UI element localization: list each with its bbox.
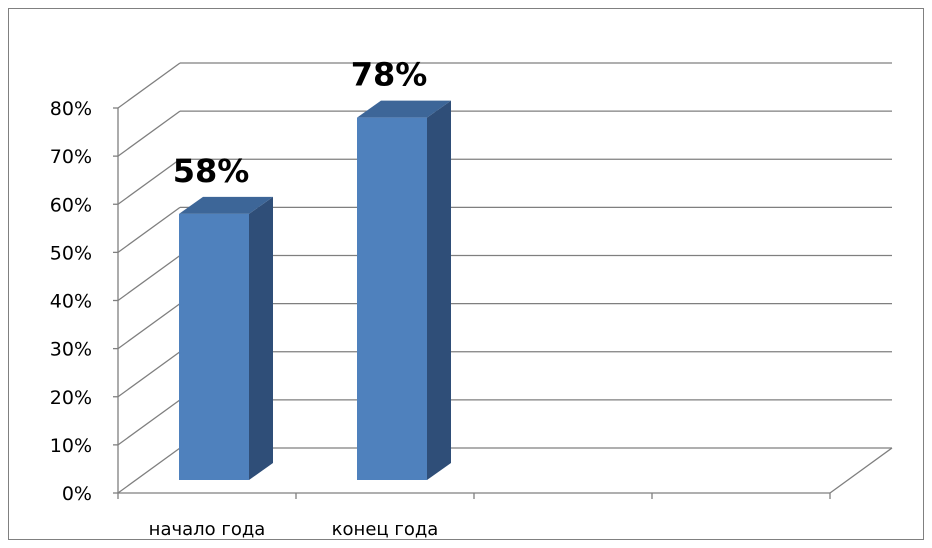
y-tick-label: 10% (50, 435, 92, 457)
data-label: 58% (173, 152, 250, 190)
data-label: 78% (351, 56, 428, 94)
side-wall-gridline (117, 206, 181, 253)
side-wall-gridline (117, 303, 181, 350)
bar-top (179, 196, 273, 214)
bar (357, 100, 451, 480)
y-tick-labels: 0% 10% 20% 30% 40% 50% 60% 70% 80% (50, 98, 92, 505)
y-tick-label: 50% (50, 242, 92, 264)
bar (179, 196, 273, 480)
y-tick-label: 40% (50, 291, 92, 313)
side-wall-gridline (117, 399, 181, 446)
bars (179, 100, 451, 480)
chart-border (8, 8, 924, 540)
axes (113, 107, 831, 499)
side-wall-gridline (117, 62, 181, 109)
y-tick-label: 70% (50, 146, 92, 168)
y-tick-label: 80% (50, 98, 92, 120)
category-label: конец года (332, 519, 439, 540)
bar-front (357, 117, 427, 480)
category-labels: начало года конец года (149, 519, 439, 540)
category-label: начало года (149, 519, 266, 540)
data-labels: 58% 78% (173, 56, 428, 190)
side-wall-gridline (117, 110, 181, 157)
y-tick-label: 20% (50, 387, 92, 409)
bar-side (427, 100, 451, 480)
side-wall-gridline (117, 351, 181, 398)
side-wall-gridline (117, 447, 181, 494)
bar-front (179, 213, 249, 480)
bar-top (357, 100, 451, 118)
y-tick-label: 30% (50, 339, 92, 361)
side-wall-gridline (117, 254, 181, 302)
gridlines (117, 62, 893, 494)
side-wall-gridline (117, 158, 181, 205)
floor-right-edge (829, 447, 893, 494)
bar-side (249, 196, 273, 480)
y-tick-label: 0% (62, 483, 92, 505)
y-tick-label: 60% (50, 194, 92, 216)
